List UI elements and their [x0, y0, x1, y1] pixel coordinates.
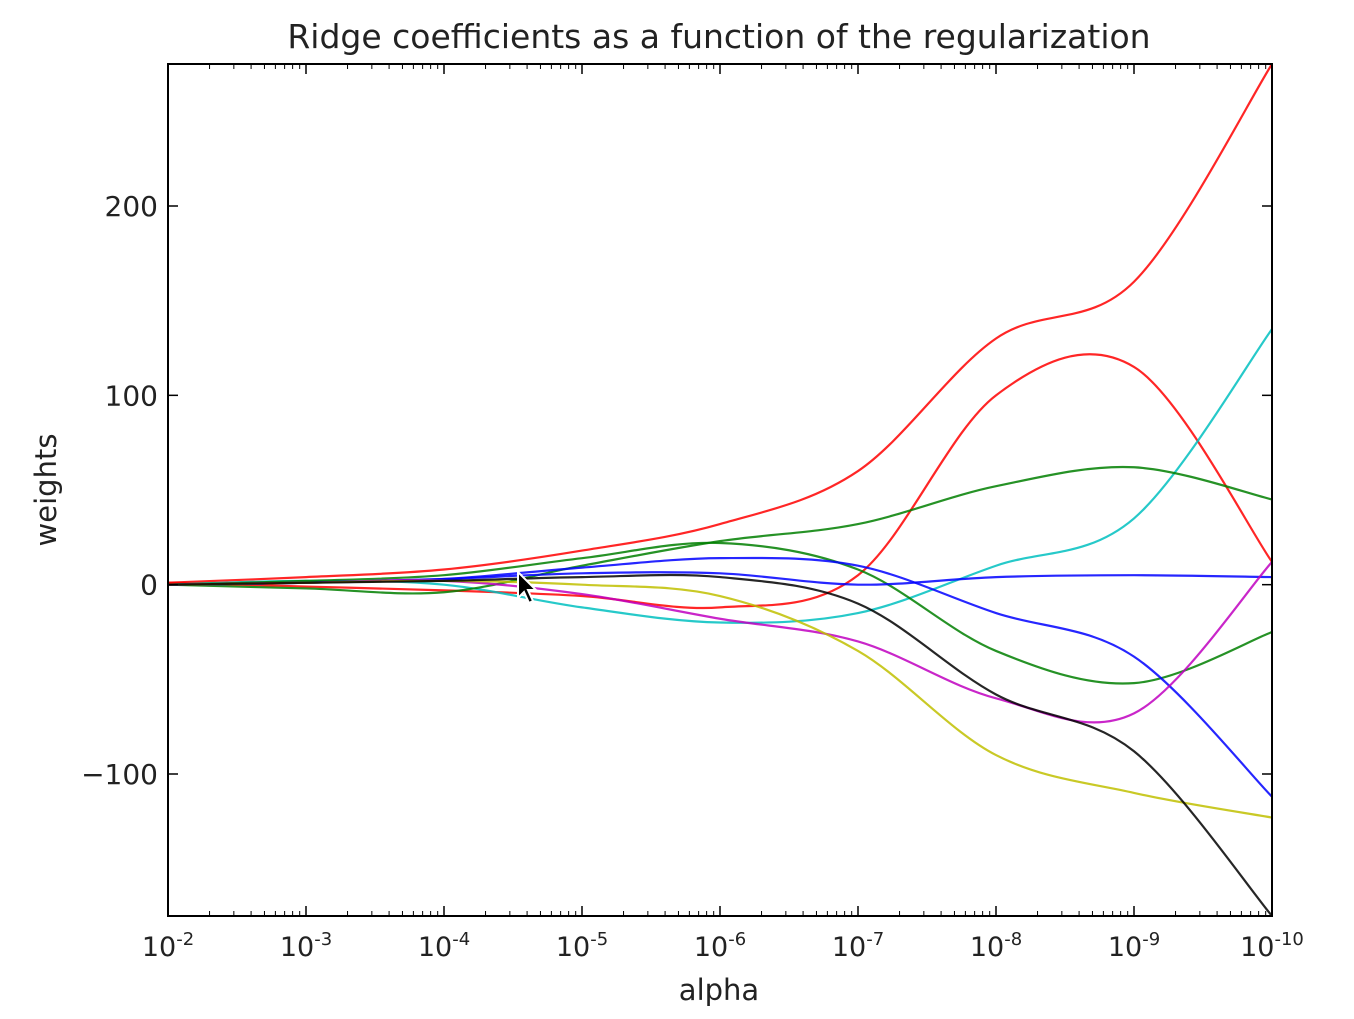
- x-axis: 10-2 10-3 10-4 10-5 10-6 10-7 10-8 10-9 10-10: [142, 64, 1304, 963]
- mouse-pointer-icon: [517, 570, 538, 605]
- series-line-9: [167, 579, 1273, 819]
- series-line-7: [167, 556, 1273, 798]
- chart-title: Ridge coefficients as a function of the …: [287, 17, 1150, 56]
- x-axis-label: alpha: [679, 973, 759, 1007]
- x-tick-label: 10-2: [142, 929, 194, 963]
- y-tick-label: −100: [81, 758, 158, 791]
- y-tick-label: 200: [105, 190, 158, 223]
- x-tick-label: 10-5: [556, 929, 608, 963]
- x-tick-label: 10-3: [280, 929, 332, 963]
- x-tick-label: 10-8: [970, 929, 1022, 963]
- series-line-3: [167, 328, 1273, 624]
- x-tick-label: 10-4: [418, 929, 470, 963]
- y-tick-label: 100: [105, 379, 158, 412]
- y-tick-label: 0: [140, 569, 158, 602]
- series-line-1: [167, 63, 1273, 584]
- series-line-10: [167, 573, 1273, 917]
- series-line-2: [167, 353, 1273, 610]
- y-axis: 200 100 0 −100: [81, 190, 1272, 791]
- y-axis-label: weights: [29, 434, 63, 547]
- series-line-4: [167, 465, 1273, 595]
- x-tick-label: 10-9: [1108, 929, 1160, 963]
- x-tick-label: 10-7: [832, 929, 884, 963]
- x-tick-label: 10-6: [694, 929, 746, 963]
- series-line-5: [167, 541, 1273, 685]
- series-layer: [167, 63, 1273, 917]
- x-tick-label: 10-10: [1240, 929, 1304, 963]
